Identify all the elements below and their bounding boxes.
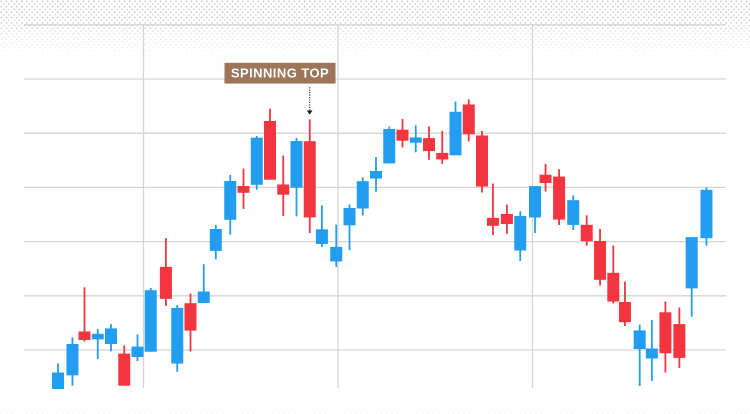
svg-text:SPINNING TOP: SPINNING TOP [231, 66, 329, 81]
